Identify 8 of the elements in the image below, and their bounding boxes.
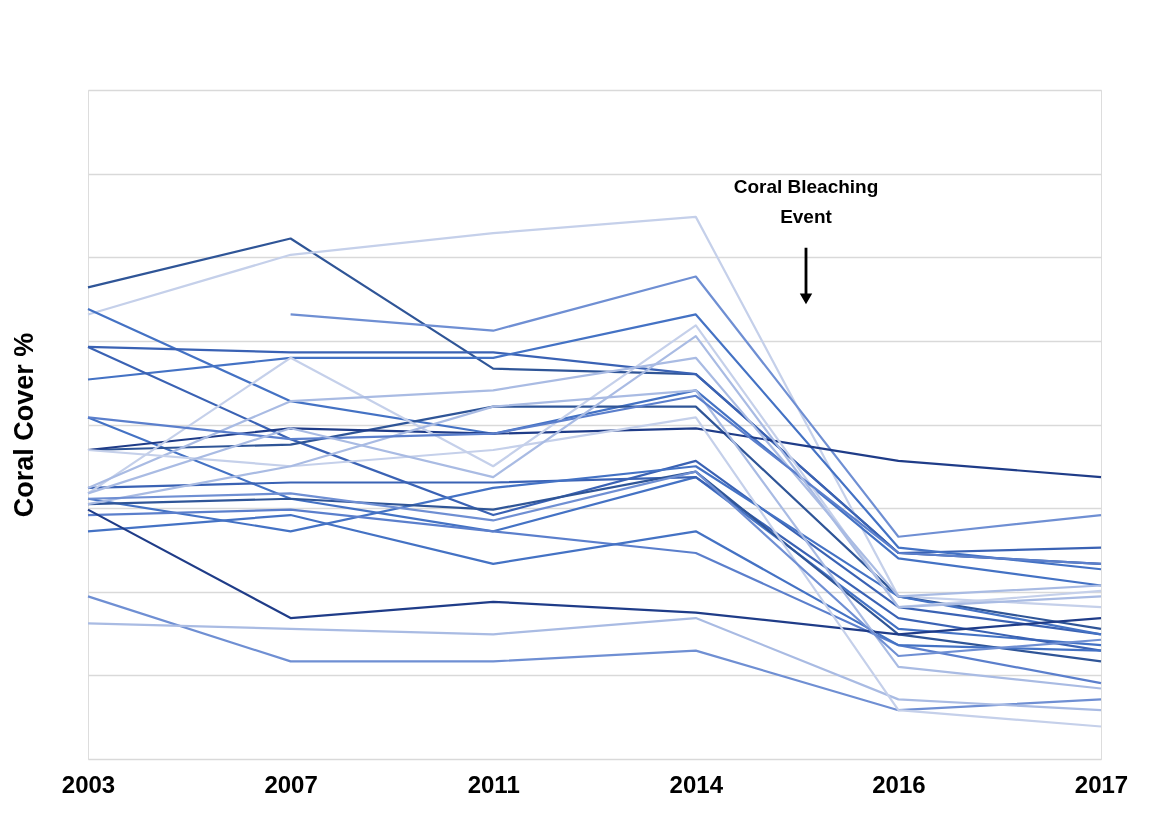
- x-tick-label: 2017: [1074, 770, 1129, 798]
- y-axis-title: Coral Cover %: [8, 332, 39, 518]
- x-tick-label: 2011: [467, 770, 520, 798]
- x-tick-label: 2007: [264, 770, 318, 798]
- x-tick-label: 2016: [872, 770, 926, 798]
- x-tick-label: 2003: [61, 770, 116, 798]
- annotation: Coral Bleaching Event: [733, 176, 879, 227]
- x-tick-label: 2014: [669, 770, 724, 798]
